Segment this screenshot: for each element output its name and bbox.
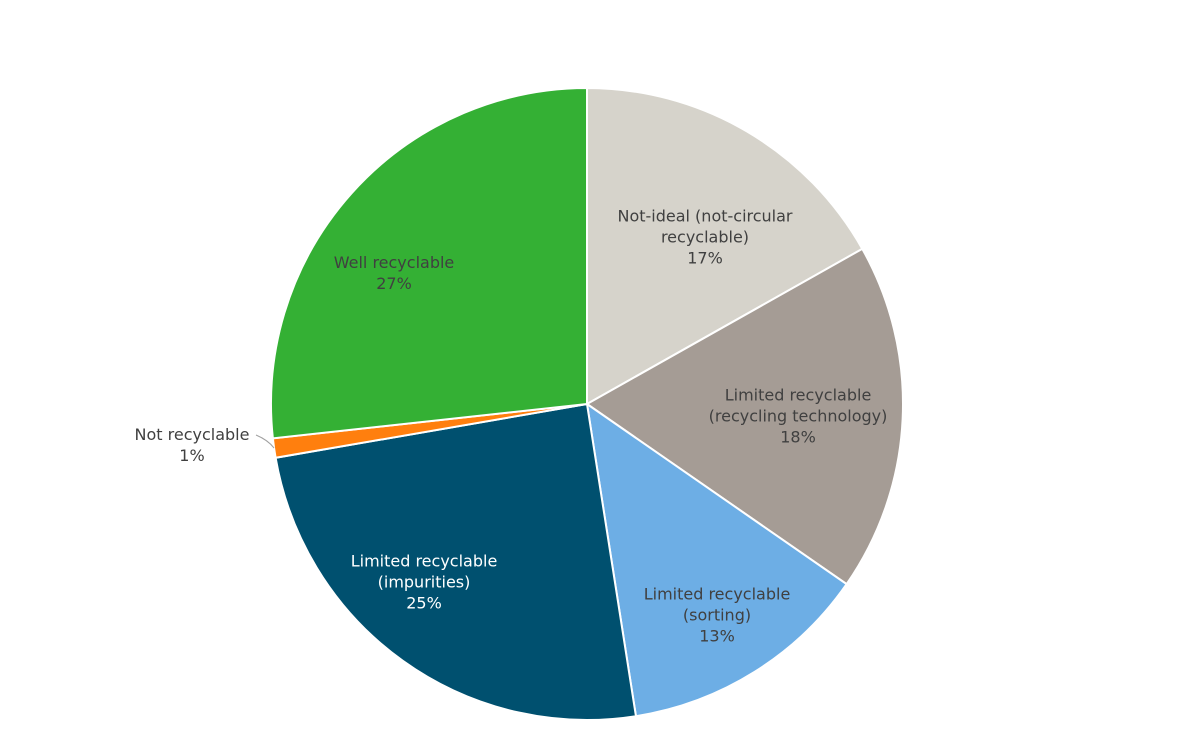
slice-label: Not recyclable 1% [117, 424, 267, 466]
slice-value: 1% [179, 446, 205, 465]
pie-slice [274, 402, 638, 721]
slice-label: Limited recyclable (sorting) 13% [627, 584, 807, 647]
leader-line [255, 434, 275, 449]
slice-value: 25% [406, 593, 442, 613]
slice-value: 18% [780, 427, 816, 447]
pie-slice [585, 401, 849, 718]
slice-name: Well recyclable [333, 253, 455, 272]
pie-slice [586, 86, 864, 406]
slice-label: Not-ideal (not-circular recyclable) 17% [598, 206, 813, 269]
slice-value: 17% [687, 248, 723, 268]
slice-value: 27% [376, 274, 412, 293]
slice-name: Not recyclable [134, 425, 250, 444]
slice-name: Limited recyclable (recycling technology… [708, 385, 888, 426]
slice-name: Not-ideal (not-circular recyclable) [617, 206, 793, 247]
slice-name: Limited recyclable (impurities) [350, 551, 498, 592]
slice-label: Limited recyclable (recycling technology… [691, 385, 906, 448]
slice-label: Limited recyclable (impurities) 25% [334, 551, 514, 614]
pie-slice [585, 247, 904, 586]
slice-label: Well recyclable 27% [294, 252, 494, 294]
slice-value: 13% [699, 626, 735, 646]
slice-name: Limited recyclable (sorting) [643, 584, 791, 625]
pie-slice [270, 86, 588, 440]
